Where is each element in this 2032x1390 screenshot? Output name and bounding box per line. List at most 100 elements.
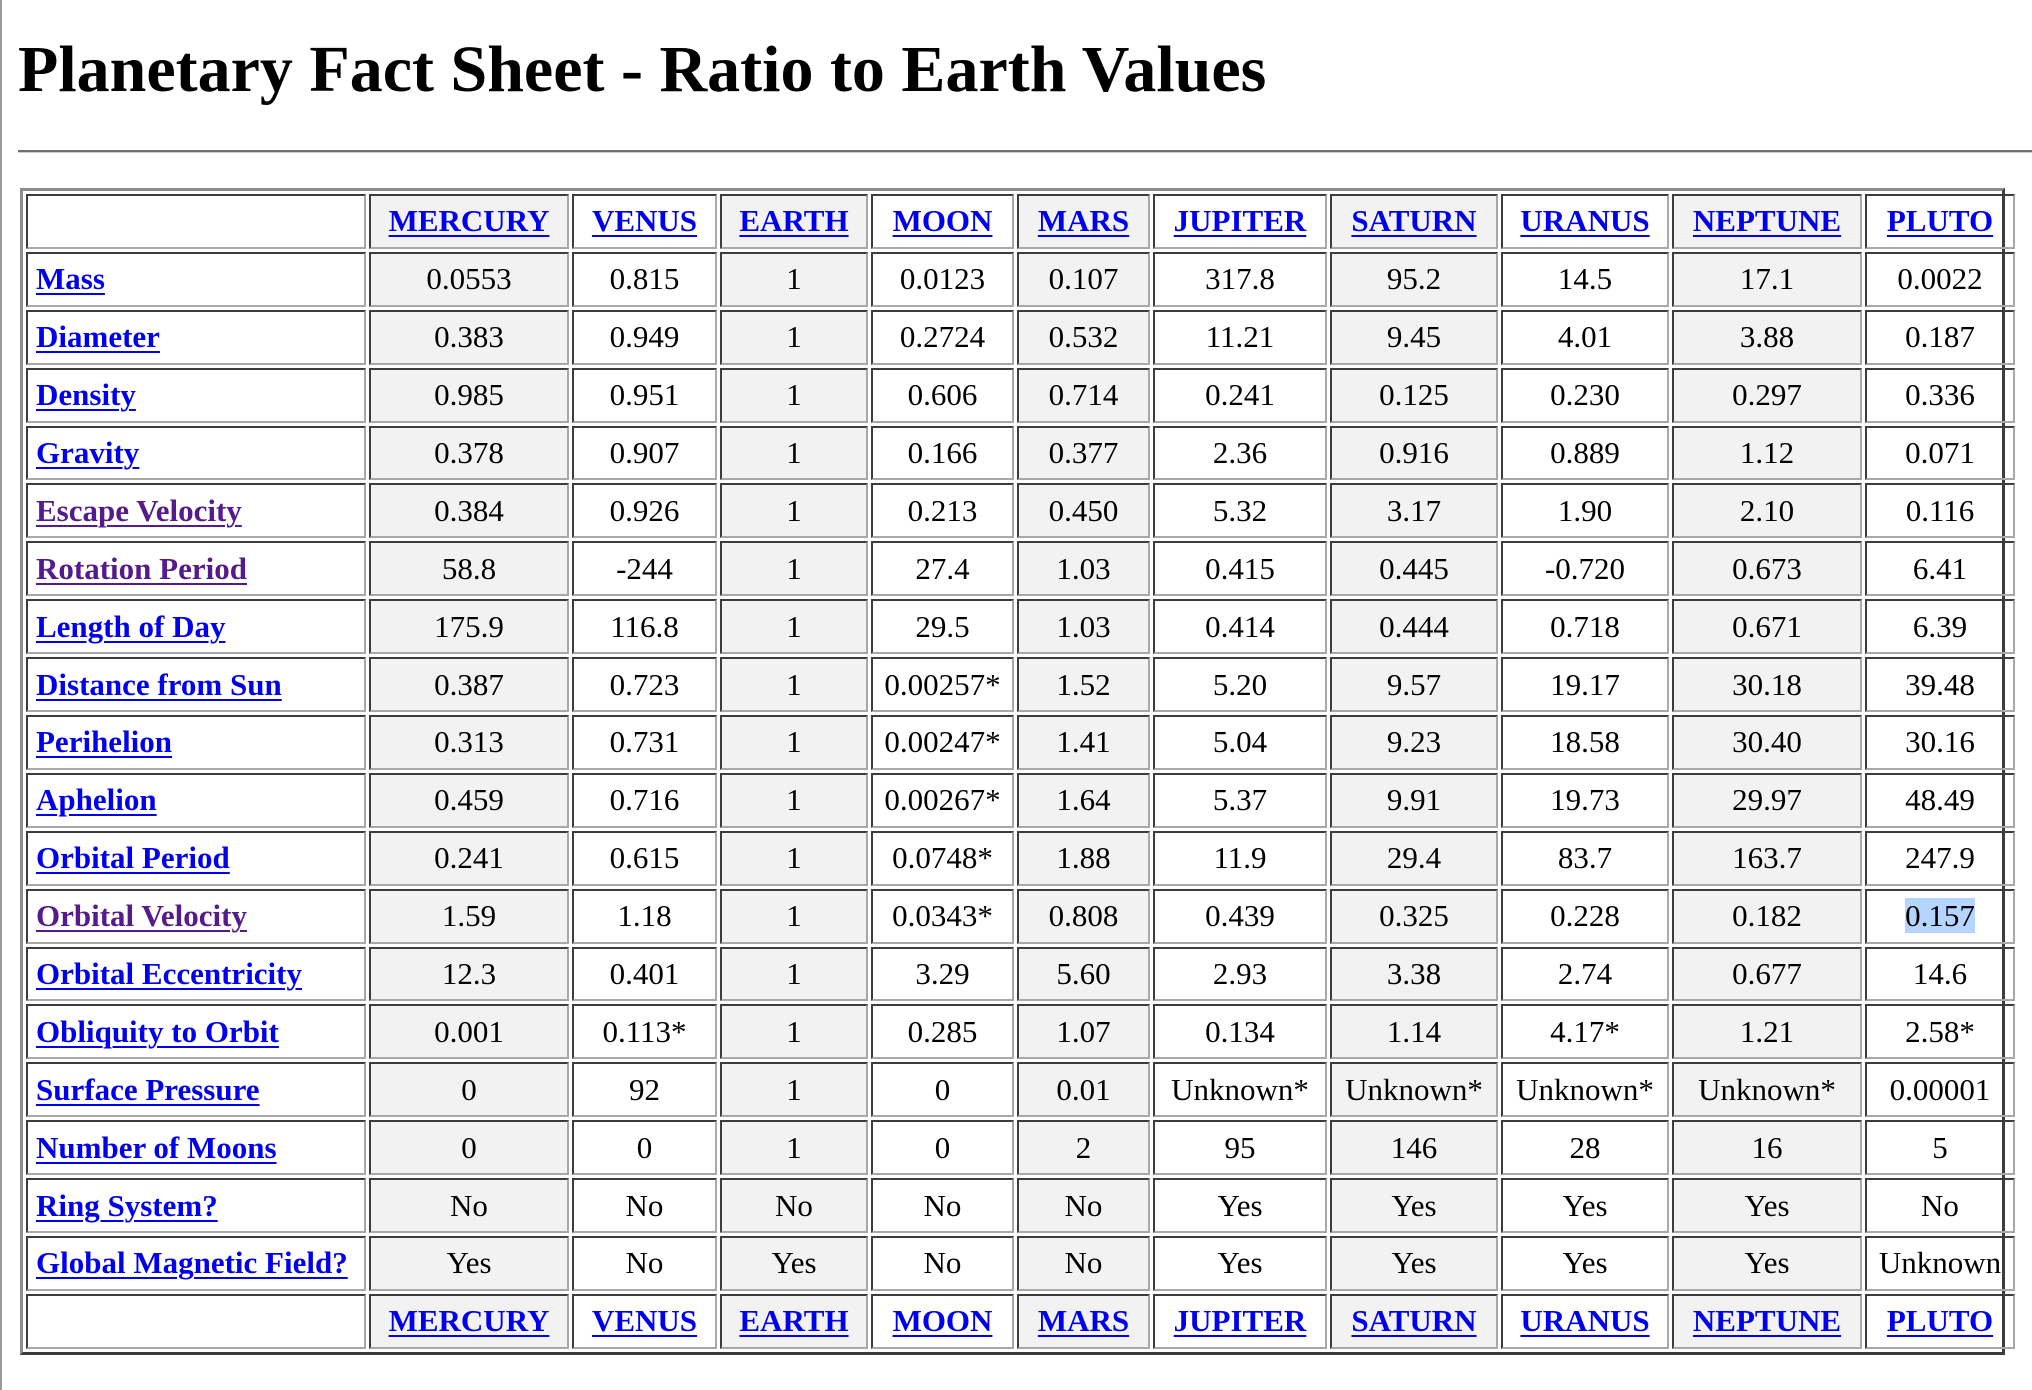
- cell-value: 11.21: [1205, 319, 1275, 355]
- planet-link-mars[interactable]: MARS: [1037, 203, 1130, 239]
- cell-value: Yes: [1562, 1187, 1608, 1223]
- value-cell-neptune: 29.97: [1672, 772, 1862, 828]
- value-cell-mars: 1.64: [1017, 772, 1150, 828]
- top-header-saturn: SATURN: [1330, 194, 1498, 249]
- parameter-link-aphelion[interactable]: Aphelion: [36, 782, 157, 818]
- cell-value: Yes: [1562, 1245, 1608, 1281]
- parameter-link-ring-system[interactable]: Ring System?: [36, 1187, 218, 1223]
- cell-value: 2.10: [1739, 492, 1795, 528]
- cell-value: 5.20: [1212, 666, 1268, 702]
- planet-link-moon[interactable]: MOON: [892, 203, 993, 239]
- parameter-link-escape-velocity[interactable]: Escape Velocity: [36, 492, 242, 528]
- value-cell-mercury: 0.313: [369, 715, 569, 770]
- corner-cell: [26, 1293, 366, 1349]
- cell-value: 0.401: [609, 956, 680, 992]
- cell-value: 1: [786, 435, 802, 470]
- parameter-link-obliquity-to-orbit[interactable]: Obliquity to Orbit: [36, 1013, 279, 1049]
- parameter-link-perihelion[interactable]: Perihelion: [36, 724, 173, 760]
- cell-value: 0.606: [907, 377, 978, 413]
- planet-link-uranus[interactable]: URANUS: [1520, 203, 1650, 239]
- cell-value: No: [450, 1187, 488, 1223]
- parameter-link-gravity[interactable]: Gravity: [36, 435, 140, 470]
- planet-link-saturn[interactable]: SATURN: [1351, 203, 1477, 239]
- planet-link-jupiter[interactable]: JUPITER: [1173, 1303, 1307, 1339]
- planet-link-venus[interactable]: VENUS: [591, 203, 698, 239]
- top-planet-header-row: MERCURY VENUS EARTH MOON MARS JUPITER SATURN UR…: [26, 194, 2015, 249]
- parameter-link-global-magnetic-field[interactable]: Global Magnetic Field?: [36, 1245, 348, 1281]
- value-cell-venus: No: [572, 1178, 717, 1234]
- cell-value: Unknown*: [1698, 1071, 1836, 1107]
- value-cell-moon: No: [871, 1236, 1014, 1291]
- planet-link-mercury[interactable]: MERCURY: [388, 203, 550, 239]
- cell-value: 1.59: [441, 898, 497, 934]
- cell-value: 58.8: [441, 550, 497, 586]
- value-cell-venus: 0.401: [572, 946, 717, 1002]
- value-cell-neptune: 0.182: [1672, 888, 1862, 944]
- parameter-link-number-of-moons[interactable]: Number of Moons: [36, 1129, 277, 1165]
- cell-value: 1.64: [1056, 782, 1111, 818]
- value-cell-pluto: Unknown: [1865, 1236, 2015, 1291]
- value-cell-uranus: Yes: [1501, 1236, 1669, 1291]
- value-cell-uranus: 19.73: [1501, 772, 1669, 828]
- row-label-cell: Ring System?: [26, 1178, 366, 1234]
- top-header-earth: EARTH: [720, 194, 868, 249]
- table-row-density: Density 0.985 0.951 1 0.606 0.714 0.241 0.125 0.…: [26, 367, 2015, 423]
- parameter-link-distance-from-sun[interactable]: Distance from Sun: [36, 666, 282, 702]
- planet-link-mars[interactable]: MARS: [1037, 1303, 1130, 1339]
- table-row-surface-pressure: Surface Pressure 0 92 1 0 0.01 Unknown* Unknown…: [26, 1062, 2015, 1118]
- planet-link-earth[interactable]: EARTH: [739, 203, 849, 239]
- table-row-rotation-period: Rotation Period 58.8 -244 1 27.4 1.03 0.415 0.4…: [26, 541, 2015, 597]
- value-cell-mercury: 0.0553: [369, 251, 569, 307]
- title-divider: [18, 150, 2032, 153]
- value-cell-mars: 0.808: [1017, 888, 1150, 944]
- cell-value: 0.673: [1732, 550, 1802, 586]
- cell-value: 0.383: [434, 319, 504, 355]
- cell-value: 0.01: [1056, 1071, 1111, 1107]
- parameter-link-mass[interactable]: Mass: [36, 261, 105, 297]
- value-cell-jupiter: 0.415: [1153, 541, 1327, 597]
- parameter-link-orbital-eccentricity[interactable]: Orbital Eccentricity: [36, 956, 302, 992]
- cell-value: Unknown: [1878, 1245, 2002, 1281]
- cell-value: 0.001: [434, 1013, 504, 1049]
- value-cell-venus: 0.926: [572, 483, 717, 539]
- planet-link-mercury[interactable]: MERCURY: [388, 1303, 550, 1339]
- value-cell-jupiter: 0.134: [1153, 1004, 1327, 1060]
- cell-value: 0.241: [1205, 377, 1275, 413]
- top-header-uranus: URANUS: [1501, 194, 1669, 249]
- parameter-link-rotation-period[interactable]: Rotation Period: [36, 550, 247, 586]
- planet-link-uranus[interactable]: URANUS: [1520, 1303, 1650, 1339]
- planet-link-neptune[interactable]: NEPTUNE: [1692, 1303, 1842, 1339]
- planet-link-earth[interactable]: EARTH: [739, 1303, 849, 1339]
- value-cell-neptune: 0.671: [1672, 599, 1862, 655]
- planet-link-moon[interactable]: MOON: [892, 1303, 993, 1339]
- cell-value: 0.113*: [602, 1013, 687, 1049]
- cell-value: 1.12: [1739, 435, 1795, 470]
- cell-value: 0.384: [434, 492, 504, 528]
- table-row-orbital-eccentricity: Orbital Eccentricity 12.3 0.401 1 3.29 5.60 2.…: [26, 946, 2015, 1002]
- value-cell-jupiter: 5.04: [1153, 715, 1327, 770]
- value-cell-mars: 0.532: [1017, 309, 1150, 365]
- cell-value: 1.21: [1739, 1013, 1795, 1049]
- planet-link-pluto[interactable]: PLUTO: [1886, 203, 1994, 239]
- parameter-link-orbital-velocity[interactable]: Orbital Velocity: [36, 898, 247, 934]
- cell-value: Yes: [771, 1245, 817, 1281]
- planet-link-neptune[interactable]: NEPTUNE: [1692, 203, 1842, 239]
- cell-value: 2.93: [1212, 956, 1268, 992]
- cell-value: Yes: [446, 1245, 492, 1281]
- cell-value: 0.532: [1048, 319, 1119, 355]
- table-row-mass: Mass 0.0553 0.815 1 0.0123 0.107 317.8 95.2 14.5…: [26, 251, 2015, 307]
- parameter-link-diameter[interactable]: Diameter: [36, 319, 160, 355]
- parameter-link-length-of-day[interactable]: Length of Day: [36, 608, 226, 644]
- planet-link-venus[interactable]: VENUS: [591, 1303, 698, 1339]
- planet-link-jupiter[interactable]: JUPITER: [1173, 203, 1307, 239]
- value-cell-neptune: Yes: [1672, 1236, 1862, 1291]
- planet-link-pluto[interactable]: PLUTO: [1886, 1303, 1994, 1339]
- parameter-link-density[interactable]: Density: [36, 377, 136, 413]
- planet-link-saturn[interactable]: SATURN: [1351, 1303, 1477, 1339]
- parameter-link-orbital-period[interactable]: Orbital Period: [36, 840, 230, 876]
- table-row-diameter: Diameter 0.383 0.949 1 0.2724 0.532 11.21 9.45 4…: [26, 309, 2015, 365]
- parameter-link-surface-pressure[interactable]: Surface Pressure: [36, 1071, 260, 1107]
- cell-value: 0.241: [434, 840, 504, 876]
- value-cell-mercury: Yes: [369, 1236, 569, 1291]
- cell-value: 0.0022: [1897, 261, 1983, 297]
